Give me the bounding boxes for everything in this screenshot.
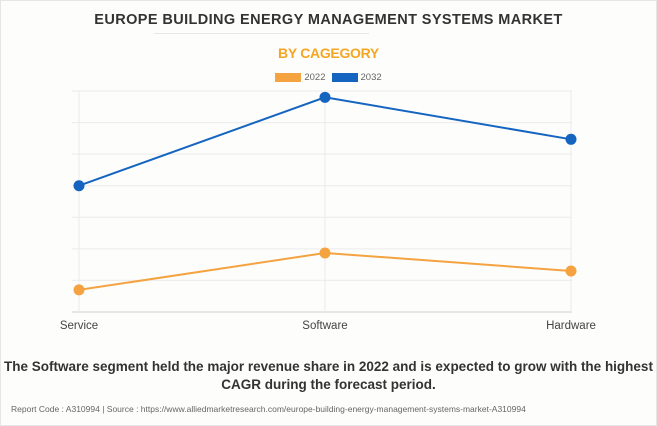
data-point-2032-software[interactable]	[319, 91, 331, 103]
source-footer: Report Code : A310994 | Source : https:/…	[11, 404, 526, 414]
legend-item-2032[interactable]: 2032	[331, 72, 382, 83]
x-tick-label-software: Software	[302, 320, 347, 332]
x-axis-labels: Service Software Hardware	[60, 320, 596, 332]
series-group	[73, 91, 577, 296]
line-chart: Service Software Hardware	[60, 90, 596, 332]
legend-swatch-2032	[331, 73, 358, 82]
legend-label-2032: 2032	[360, 72, 382, 83]
legend-swatch-2022	[275, 73, 302, 82]
legend-item-2022[interactable]: 2022	[275, 72, 326, 83]
gridlines	[72, 90, 572, 313]
legend-label-2022: 2022	[304, 72, 326, 83]
x-tick-label-hardware: Hardware	[546, 320, 596, 332]
title-divider	[154, 33, 369, 34]
data-point-2032-service[interactable]	[73, 180, 85, 192]
data-point-2022-service[interactable]	[73, 284, 85, 296]
data-point-2022-software[interactable]	[319, 247, 331, 259]
legend: 2022 2032	[0, 72, 657, 83]
chart-subtitle: BY CAGEGORY	[278, 45, 379, 61]
data-point-2022-hardware[interactable]	[565, 265, 577, 277]
summary-text: The Software segment held the major reve…	[4, 359, 653, 392]
chart-title: EUROPE BUILDING ENERGY MANAGEMENT SYSTEM…	[94, 12, 563, 28]
data-point-2032-hardware[interactable]	[565, 133, 577, 145]
x-tick-label-service: Service	[60, 320, 98, 332]
